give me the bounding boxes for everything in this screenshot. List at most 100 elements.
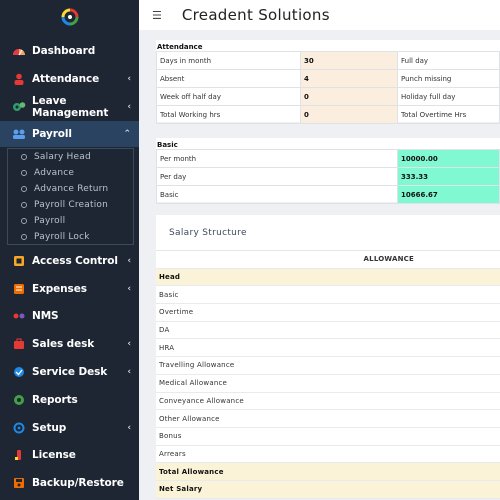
top-header: ☰ Creadent Solutions xyxy=(139,0,500,30)
license-icon xyxy=(12,448,26,462)
submenu-item-salary-head[interactable]: Salary Head xyxy=(8,149,133,165)
gauge-icon xyxy=(12,44,26,58)
sidebar-item-label: Access Control xyxy=(32,255,118,267)
salary-structure-card: Salary Structure ALLOWANCE Head Basic Ov… xyxy=(156,215,500,499)
nms-icon xyxy=(12,309,26,323)
sidebar-item-label: Sales desk xyxy=(32,338,95,350)
table-cell: Per day xyxy=(156,167,398,186)
table-row: Days in month 30 Full day xyxy=(156,51,500,70)
submenu-item-advance[interactable]: Advance xyxy=(8,165,133,181)
setup-icon xyxy=(12,421,26,435)
table-cell: Total Overtime Hrs xyxy=(397,105,500,124)
table-row: Total Working hrs 0 Total Overtime Hrs xyxy=(156,105,500,124)
expenses-icon xyxy=(12,282,26,296)
sidebar-item-reports[interactable]: Reports xyxy=(0,387,139,413)
sidebar-item-backup-restore[interactable]: Backup/Restore xyxy=(0,470,139,496)
salary-structure-title: Salary Structure xyxy=(156,215,500,251)
app-logo[interactable] xyxy=(0,0,139,34)
circle-icon xyxy=(21,202,27,208)
table-cell: 0 xyxy=(300,87,398,106)
submenu-item-advance-return[interactable]: Advance Return xyxy=(8,181,133,197)
table-row: Week off half day 0 Holiday full day xyxy=(156,87,500,106)
chevron-left-icon: ‹ xyxy=(127,339,131,349)
sidebar-item-label: Leave Management xyxy=(32,95,109,119)
table-cell: Holiday full day xyxy=(397,87,500,106)
sidebar-item-label: Setup xyxy=(32,422,67,434)
submenu-label: Advance xyxy=(34,168,75,178)
submenu-label: Salary Head xyxy=(34,152,91,162)
head-row: Head xyxy=(156,268,500,287)
sidebar-item-label: Reports xyxy=(32,394,78,406)
sidebar-item-payroll[interactable]: Payroll ⌃ xyxy=(0,121,139,147)
circle-icon xyxy=(21,154,27,160)
hamburger-menu-icon[interactable]: ☰ xyxy=(152,8,162,22)
chevron-left-icon: ‹ xyxy=(127,256,131,266)
table-cell: 10000.00 xyxy=(397,149,500,168)
chevron-left-icon: ‹ xyxy=(127,284,131,294)
section-label-attendance: Attendance xyxy=(157,43,203,51)
circle-icon xyxy=(21,234,27,240)
sidebar-item-setup[interactable]: Setup ‹ xyxy=(0,415,139,441)
list-item: Overtime xyxy=(156,304,500,322)
table-cell: 0 xyxy=(300,105,398,124)
total-allowance-row: Total Allowance xyxy=(156,463,500,481)
attendance-table: Days in month 30 Full day Absent 4 Punch… xyxy=(156,51,500,124)
chevron-up-icon: ⌃ xyxy=(123,129,132,139)
submenu-label: Payroll xyxy=(34,216,66,226)
list-item: Arrears xyxy=(156,446,500,464)
table-row: Basic 10666.67 xyxy=(156,185,500,204)
table-cell: Full day xyxy=(397,51,500,70)
chevron-left-icon: ‹ xyxy=(127,423,131,433)
sidebar-item-license[interactable]: License xyxy=(0,442,139,468)
submenu-item-payroll[interactable]: Payroll xyxy=(8,213,133,229)
sidebar-item-expenses[interactable]: Expenses ‹ xyxy=(0,276,139,302)
table-cell: 30 xyxy=(300,51,398,70)
sidebar-item-dashboard[interactable]: Dashboard xyxy=(0,38,139,64)
basic-table: Per month 10000.00 Per day 333.33 Basic … xyxy=(156,149,500,204)
chevron-left-icon: ‹ xyxy=(127,102,131,112)
sidebar-item-label: License xyxy=(32,449,76,461)
list-item: DA xyxy=(156,322,500,340)
table-cell: 4 xyxy=(300,69,398,88)
sidebar-item-label: Service Desk xyxy=(32,366,108,378)
table-cell: 333.33 xyxy=(397,167,500,186)
list-item: Travelling Allowance xyxy=(156,357,500,375)
sidebar-item-nms[interactable]: NMS xyxy=(0,303,139,329)
sidebar-item-leave-management[interactable]: Leave Management ‹ xyxy=(0,94,139,120)
section-label-basic: Basic xyxy=(157,141,178,149)
list-item: Medical Allowance xyxy=(156,375,500,393)
sidebar-item-label: Backup/Restore xyxy=(32,477,124,489)
sidebar-item-label: Attendance xyxy=(32,73,100,85)
circle-icon xyxy=(21,170,27,176)
sidebar: Dashboard Attendance ‹ Leave Management … xyxy=(0,0,139,500)
table-cell: Days in month xyxy=(156,51,301,70)
table-cell: Total Working hrs xyxy=(156,105,301,124)
table-row: Per day 333.33 xyxy=(156,167,500,186)
table-cell: Punch missing xyxy=(397,69,500,88)
list-item: Basic xyxy=(156,286,500,305)
sidebar-item-label: Payroll xyxy=(32,128,72,140)
table-cell: Week off half day xyxy=(156,87,301,106)
sidebar-item-sales-desk[interactable]: Sales desk ‹ xyxy=(0,331,139,357)
chevron-left-icon: ‹ xyxy=(127,367,131,377)
table-cell: 10666.67 xyxy=(397,185,500,204)
submenu-label: Payroll Lock xyxy=(34,232,90,242)
reports-icon xyxy=(12,393,26,407)
sidebar-item-attendance[interactable]: Attendance ‹ xyxy=(0,66,139,92)
chevron-left-icon: ‹ xyxy=(127,74,131,84)
table-cell: Absent xyxy=(156,69,301,88)
sidebar-item-access-control[interactable]: Access Control ‹ xyxy=(0,248,139,274)
attendance-card: Attendance Days in month 30 Full day Abs… xyxy=(156,40,500,124)
sidebar-item-service-desk[interactable]: Service Desk ‹ xyxy=(0,359,139,385)
table-cell: Per month xyxy=(156,149,398,168)
table-cell: Basic xyxy=(156,185,398,204)
list-item: Other Allowance xyxy=(156,410,500,428)
submenu-item-payroll-creation[interactable]: Payroll Creation xyxy=(8,197,133,213)
access-icon xyxy=(12,254,26,268)
service-icon xyxy=(12,365,26,379)
page-title: Creadent Solutions xyxy=(181,6,330,24)
table-row: Per month 10000.00 xyxy=(156,149,500,168)
submenu-item-payroll-lock[interactable]: Payroll Lock xyxy=(8,229,133,245)
user-icon xyxy=(12,72,26,86)
circle-icon xyxy=(21,186,27,192)
